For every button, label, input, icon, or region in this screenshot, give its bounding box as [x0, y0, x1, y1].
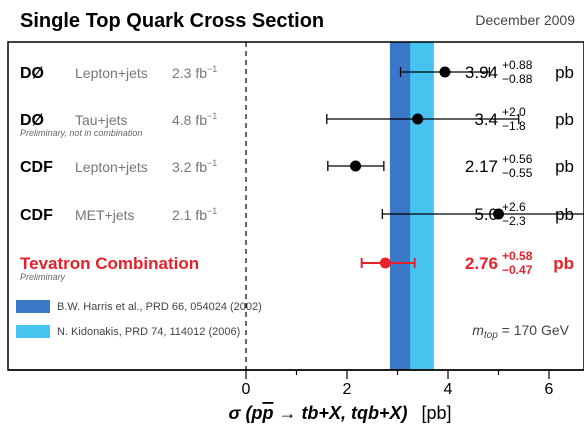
- legend-label: N. Kidonakis, PRD 74, 114012 (2006): [57, 326, 240, 338]
- luminosity-exponent: −1: [207, 158, 217, 168]
- channel-name: Lepton+jets: [75, 159, 148, 175]
- luminosity: 3.2 fb: [172, 159, 207, 175]
- experiment-name: CDF: [20, 207, 53, 224]
- x-label-pbar: p: [261, 403, 273, 423]
- row-note: Preliminary: [20, 272, 66, 282]
- data-point: [350, 160, 362, 172]
- value-label: 3.4: [474, 110, 498, 129]
- measurement-row: CDF Lepton+jets 3.2 fb−1 2.17 +0.56−0.55 pb: [20, 152, 574, 180]
- luminosity-exponent: −1: [207, 64, 217, 74]
- error-plus-label: +0.58: [502, 249, 533, 263]
- value-unit: pb: [553, 254, 574, 273]
- mtop-symbol: m: [472, 322, 484, 338]
- x-tick-label: 2: [343, 381, 352, 398]
- channel-name: MET+jets: [75, 207, 135, 223]
- experiment-name: DØ: [20, 65, 44, 82]
- value-label: 2.76: [465, 254, 498, 273]
- value-label: 5.0: [474, 205, 498, 224]
- experiment-label: CDF Lepton+jets 3.2 fb−1: [20, 158, 217, 176]
- luminosity-exponent: −1: [207, 206, 217, 216]
- experiment-label: DØ Tau+jets 4.8 fb−1: [20, 111, 217, 129]
- x-axis-label: σ (pp → tb+X, tqb+X) [pb]: [229, 403, 452, 423]
- error-minus-label: −1.8: [502, 119, 526, 133]
- mtop-subscript: top: [484, 330, 498, 341]
- experiment-label: CDF MET+jets 2.1 fb−1: [20, 206, 217, 224]
- data-point: [439, 66, 451, 78]
- error-minus-label: −0.47: [502, 263, 533, 277]
- x-tick-label: 4: [444, 381, 453, 398]
- error-plus-label: +2.0: [502, 105, 526, 119]
- channel-name: Tau+jets: [75, 112, 128, 128]
- luminosity-exponent: −1: [207, 111, 217, 121]
- legend-swatch: [16, 300, 50, 313]
- chart-date: December 2009: [475, 12, 575, 28]
- error-minus-label: −0.55: [502, 166, 533, 180]
- error-plus-label: +0.88: [502, 58, 533, 72]
- luminosity: 2.1 fb: [172, 207, 207, 223]
- legend-label: B.W. Harris et al., PRD 66, 054024 (2002…: [57, 301, 262, 313]
- experiment-name: DØ: [20, 112, 44, 129]
- x-tick-label: 6: [545, 381, 554, 398]
- data-point: [412, 113, 424, 125]
- value-unit: pb: [555, 157, 574, 176]
- row-note: Preliminary, not in combination: [20, 128, 142, 138]
- measurement-row: DØ Lepton+jets 2.3 fb−1 3.94 +0.88−0.88 pb: [20, 58, 574, 86]
- data-point: [379, 257, 391, 269]
- experiment-label: DØ Lepton+jets 2.3 fb−1: [20, 64, 217, 82]
- channel-name: Lepton+jets: [75, 65, 148, 81]
- x-unit: [pb]: [421, 403, 451, 423]
- mtop-annotation: mtop = 170 GeV: [472, 322, 569, 341]
- value-label: 2.17: [465, 157, 498, 176]
- luminosity: 2.3 fb: [172, 65, 207, 81]
- value-unit: pb: [555, 63, 574, 82]
- value-label: 3.94: [465, 63, 498, 82]
- error-minus-label: −2.3: [502, 214, 526, 228]
- legend-swatch: [16, 325, 50, 338]
- data-point: [493, 208, 504, 220]
- chart-title: Single Top Quark Cross Section: [20, 10, 324, 32]
- mtop-rest: = 170 GeV: [498, 322, 570, 338]
- luminosity: 4.8 fb: [172, 112, 207, 128]
- experiment-name: CDF: [20, 159, 53, 176]
- error-plus-label: +2.6: [502, 200, 526, 214]
- measurement-row: CDF MET+jets 2.1 fb−1 5.0 +2.6−2.3 pb: [20, 200, 584, 228]
- value-unit: pb: [555, 205, 574, 224]
- measurement-row: DØ Tau+jets 4.8 fb−1 Preliminary, not in co…: [20, 105, 574, 138]
- experiment-label: Tevatron Combination: [20, 254, 199, 273]
- theory-band-2: [410, 42, 434, 370]
- experiment-name: Tevatron Combination: [20, 254, 199, 273]
- error-plus-label: +0.56: [502, 152, 533, 166]
- x-tick-label: 0: [242, 381, 251, 398]
- value-unit: pb: [555, 110, 574, 129]
- x-label-rest: → tb+X, tqb+X): [273, 403, 407, 423]
- error-minus-label: −0.88: [502, 72, 533, 86]
- x-label-sigma-p: σ (p: [229, 403, 263, 423]
